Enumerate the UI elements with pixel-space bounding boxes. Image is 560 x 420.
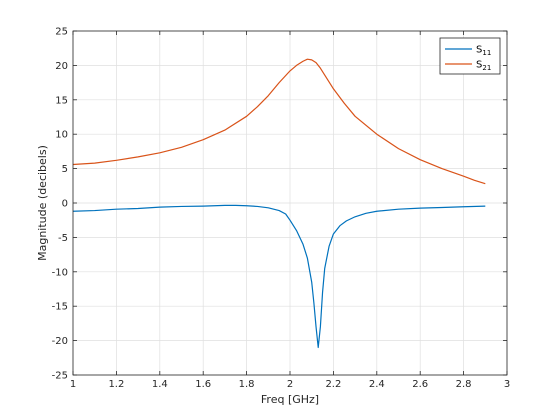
ticks xyxy=(72,30,508,376)
y-tick-label: 15 xyxy=(55,95,68,106)
x-tick-labels: 1 1.2 1.4 1.6 1.8 2 2.2 2.4 2.6 2.8 3 xyxy=(70,379,510,390)
x-tick-label: 1.8 xyxy=(239,379,255,390)
y-tick-label: -10 xyxy=(52,267,68,278)
y-tick-label: 10 xyxy=(55,130,68,141)
x-tick-label: 1.2 xyxy=(108,379,124,390)
legend-label-subscript: 21 xyxy=(482,64,491,72)
legend-label-subscript: 11 xyxy=(482,49,491,57)
y-tick-label: -15 xyxy=(52,302,68,313)
legend-box xyxy=(439,37,501,75)
y-tick-label: -20 xyxy=(52,336,68,347)
legend-label-s11: S11 xyxy=(476,45,491,58)
y-tick-label: 20 xyxy=(55,61,68,72)
x-tick-label: 2.6 xyxy=(412,379,428,390)
series-line-s11 xyxy=(72,204,486,349)
x-tick-label: 1.6 xyxy=(195,379,211,390)
x-tick-label: 2.2 xyxy=(325,379,341,390)
x-tick-label: 2.8 xyxy=(456,379,472,390)
y-axis-label: Magnitude (decibels) xyxy=(36,145,49,261)
x-tick-label: 2.4 xyxy=(369,379,385,390)
x-tick-label: 1.4 xyxy=(152,379,168,390)
y-tick-label: 0 xyxy=(62,199,68,210)
x-tick-label: 1 xyxy=(70,379,76,390)
y-tick-label: 25 xyxy=(55,27,68,38)
y-tick-label: -5 xyxy=(58,233,68,244)
series-line-s21 xyxy=(72,58,486,185)
x-tick-label: 3 xyxy=(504,379,510,390)
legend-label-main: S xyxy=(476,60,482,71)
legend-label-s21: S21 xyxy=(476,60,491,73)
y-tick-label: 5 xyxy=(62,164,68,175)
y-tick-label: -25 xyxy=(52,371,68,382)
x-tick-label: 2 xyxy=(287,379,293,390)
y-tick-labels: -25 -20 -15 -10 -5 0 5 10 15 20 25 xyxy=(52,27,68,382)
series-group xyxy=(72,58,486,349)
x-axis-label: Freq [GHz] xyxy=(261,393,319,406)
legend-label-main: S xyxy=(476,45,482,56)
